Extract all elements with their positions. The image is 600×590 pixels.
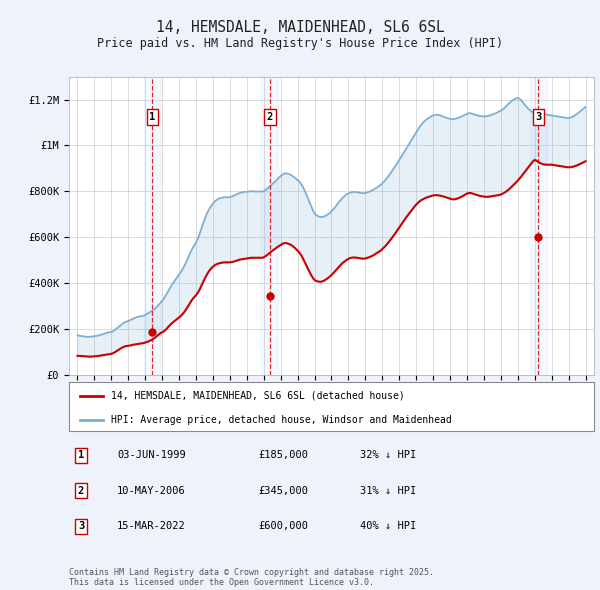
Text: £185,000: £185,000 <box>258 451 308 460</box>
Text: HPI: Average price, detached house, Windsor and Maidenhead: HPI: Average price, detached house, Wind… <box>111 415 452 425</box>
Text: 31% ↓ HPI: 31% ↓ HPI <box>360 486 416 496</box>
Text: 14, HEMSDALE, MAIDENHEAD, SL6 6SL: 14, HEMSDALE, MAIDENHEAD, SL6 6SL <box>155 20 445 35</box>
Text: 40% ↓ HPI: 40% ↓ HPI <box>360 522 416 531</box>
Text: 3: 3 <box>78 522 84 531</box>
Text: 1: 1 <box>149 112 155 122</box>
Bar <box>144 77 161 375</box>
Text: 2: 2 <box>267 112 273 122</box>
Text: 10-MAY-2006: 10-MAY-2006 <box>117 486 186 496</box>
Text: 15-MAR-2022: 15-MAR-2022 <box>117 522 186 531</box>
Bar <box>262 77 278 375</box>
Bar <box>530 77 547 375</box>
Text: £600,000: £600,000 <box>258 522 308 531</box>
Text: 32% ↓ HPI: 32% ↓ HPI <box>360 451 416 460</box>
Text: Price paid vs. HM Land Registry's House Price Index (HPI): Price paid vs. HM Land Registry's House … <box>97 37 503 50</box>
Text: 14, HEMSDALE, MAIDENHEAD, SL6 6SL (detached house): 14, HEMSDALE, MAIDENHEAD, SL6 6SL (detac… <box>111 391 405 401</box>
Text: Contains HM Land Registry data © Crown copyright and database right 2025.
This d: Contains HM Land Registry data © Crown c… <box>69 568 434 587</box>
Text: 3: 3 <box>535 112 541 122</box>
Text: 1: 1 <box>78 451 84 460</box>
Text: 03-JUN-1999: 03-JUN-1999 <box>117 451 186 460</box>
Text: £345,000: £345,000 <box>258 486 308 496</box>
Text: 2: 2 <box>78 486 84 496</box>
